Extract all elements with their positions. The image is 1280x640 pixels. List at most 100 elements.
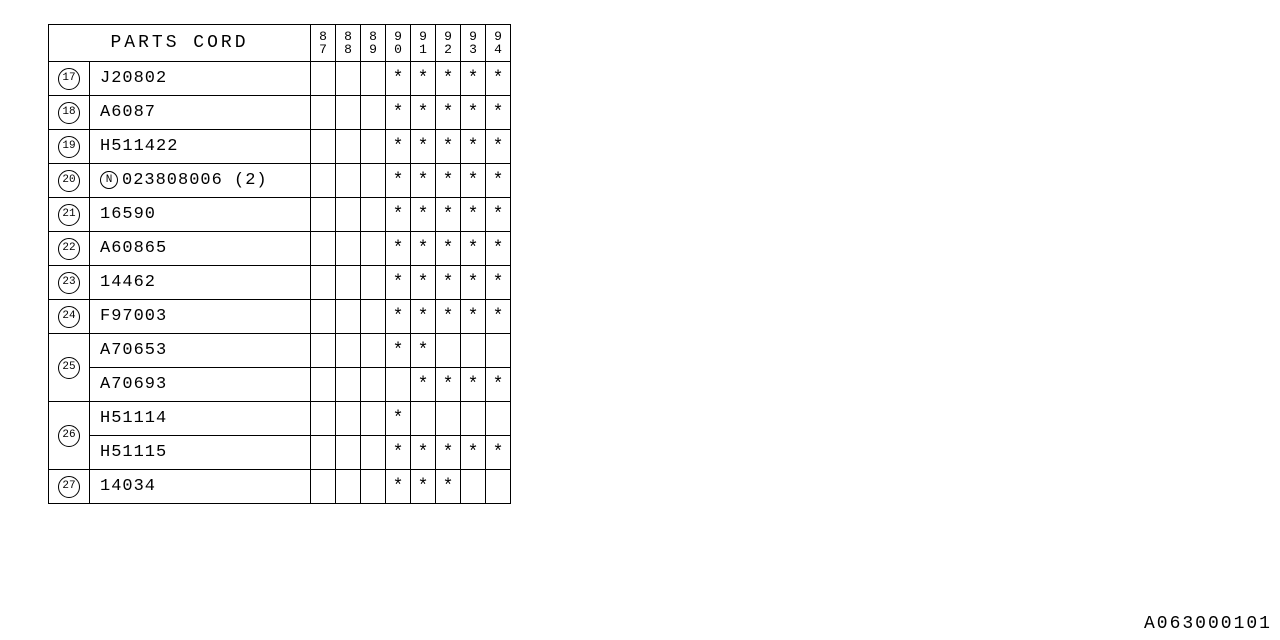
year-cell: * bbox=[436, 96, 461, 130]
circled-number-icon: 21 bbox=[58, 204, 80, 226]
year-cell: * bbox=[386, 402, 411, 436]
year-cell bbox=[361, 62, 386, 96]
year-cell: * bbox=[386, 62, 411, 96]
year-cell bbox=[486, 402, 511, 436]
year-cell: * bbox=[386, 130, 411, 164]
year-cell bbox=[311, 62, 336, 96]
year-cell bbox=[311, 198, 336, 232]
year-cell: * bbox=[411, 334, 436, 368]
asterisk-icon: * bbox=[393, 341, 404, 361]
row-label: 22 bbox=[49, 232, 90, 266]
year-cell bbox=[311, 266, 336, 300]
year-cell: * bbox=[386, 436, 411, 470]
year-cell: * bbox=[461, 198, 486, 232]
table-row: 17J20802***** bbox=[49, 62, 511, 96]
year-cell: * bbox=[461, 130, 486, 164]
asterisk-icon: * bbox=[393, 137, 404, 157]
year-cell bbox=[311, 470, 336, 504]
year-cell: * bbox=[436, 232, 461, 266]
year-cell: * bbox=[411, 198, 436, 232]
year-cell bbox=[336, 368, 361, 402]
part-code-cell: N023808006 (2) bbox=[90, 164, 311, 198]
asterisk-icon: * bbox=[418, 341, 429, 361]
year-cell: * bbox=[411, 232, 436, 266]
part-code: A60865 bbox=[100, 239, 167, 258]
year-cell: * bbox=[386, 266, 411, 300]
circled-number-icon: 27 bbox=[58, 476, 80, 498]
part-code-cell: H511422 bbox=[90, 130, 311, 164]
table-row: 27 14034 * * * bbox=[49, 470, 511, 504]
asterisk-icon: * bbox=[443, 171, 454, 191]
year-cell: * bbox=[411, 368, 436, 402]
asterisk-icon: * bbox=[493, 273, 504, 293]
part-code-cell: A6087 bbox=[90, 96, 311, 130]
parts-table: PARTS CORD 8788899091929394 17J20802****… bbox=[48, 24, 511, 504]
year-cell bbox=[311, 96, 336, 130]
year-header-91: 91 bbox=[411, 25, 436, 62]
year-cell bbox=[436, 402, 461, 436]
year-header-87: 87 bbox=[311, 25, 336, 62]
row-label: 25 bbox=[49, 334, 90, 402]
table-row: A70693**** bbox=[49, 368, 511, 402]
asterisk-icon: * bbox=[443, 477, 454, 497]
year-cell: * bbox=[386, 470, 411, 504]
asterisk-icon: * bbox=[393, 307, 404, 327]
part-code: A70653 bbox=[100, 341, 167, 360]
year-cell bbox=[336, 164, 361, 198]
asterisk-icon: * bbox=[468, 103, 479, 123]
asterisk-icon: * bbox=[418, 477, 429, 497]
year-cell: * bbox=[461, 96, 486, 130]
table-row: 20N023808006 (2)***** bbox=[49, 164, 511, 198]
asterisk-icon: * bbox=[418, 443, 429, 463]
year-cell: * bbox=[486, 130, 511, 164]
circled-number-icon: 17 bbox=[58, 68, 80, 90]
asterisk-icon: * bbox=[418, 273, 429, 293]
table-header-row: PARTS CORD 8788899091929394 bbox=[49, 25, 511, 62]
asterisk-icon: * bbox=[443, 443, 454, 463]
asterisk-icon: * bbox=[493, 171, 504, 191]
year-cell: * bbox=[411, 96, 436, 130]
n-badge-icon: N bbox=[100, 171, 118, 189]
year-cell bbox=[311, 368, 336, 402]
year-cell: * bbox=[436, 62, 461, 96]
year-cell bbox=[461, 402, 486, 436]
table-row: 24F97003***** bbox=[49, 300, 511, 334]
year-cell bbox=[336, 402, 361, 436]
asterisk-icon: * bbox=[468, 171, 479, 191]
circled-number-icon: 25 bbox=[58, 357, 80, 379]
part-code-cell: 14034 bbox=[90, 470, 311, 504]
asterisk-icon: * bbox=[418, 307, 429, 327]
asterisk-icon: * bbox=[393, 443, 404, 463]
year-cell bbox=[311, 232, 336, 266]
part-code: A6087 bbox=[100, 103, 156, 122]
asterisk-icon: * bbox=[493, 307, 504, 327]
year-cell bbox=[336, 334, 361, 368]
asterisk-icon: * bbox=[493, 137, 504, 157]
part-code-cell: F97003 bbox=[90, 300, 311, 334]
table-row: 25A70653** bbox=[49, 334, 511, 368]
part-code: H51114 bbox=[100, 409, 167, 428]
asterisk-icon: * bbox=[418, 375, 429, 395]
year-cell bbox=[361, 470, 386, 504]
asterisk-icon: * bbox=[468, 443, 479, 463]
asterisk-icon: * bbox=[468, 69, 479, 89]
year-cell: * bbox=[386, 164, 411, 198]
row-label: 21 bbox=[49, 198, 90, 232]
year-cell bbox=[336, 470, 361, 504]
asterisk-icon: * bbox=[393, 409, 404, 429]
year-cell: * bbox=[486, 300, 511, 334]
asterisk-icon: * bbox=[443, 205, 454, 225]
year-cell bbox=[486, 470, 511, 504]
year-cell: * bbox=[486, 368, 511, 402]
part-code-cell: A70693 bbox=[90, 368, 311, 402]
year-cell bbox=[361, 266, 386, 300]
part-code: F97003 bbox=[100, 307, 167, 326]
asterisk-icon: * bbox=[418, 205, 429, 225]
part-code: J20802 bbox=[100, 69, 167, 88]
year-cell bbox=[336, 62, 361, 96]
year-cell bbox=[311, 334, 336, 368]
asterisk-icon: * bbox=[468, 307, 479, 327]
asterisk-icon: * bbox=[418, 239, 429, 259]
year-header-94: 94 bbox=[486, 25, 511, 62]
asterisk-icon: * bbox=[443, 137, 454, 157]
